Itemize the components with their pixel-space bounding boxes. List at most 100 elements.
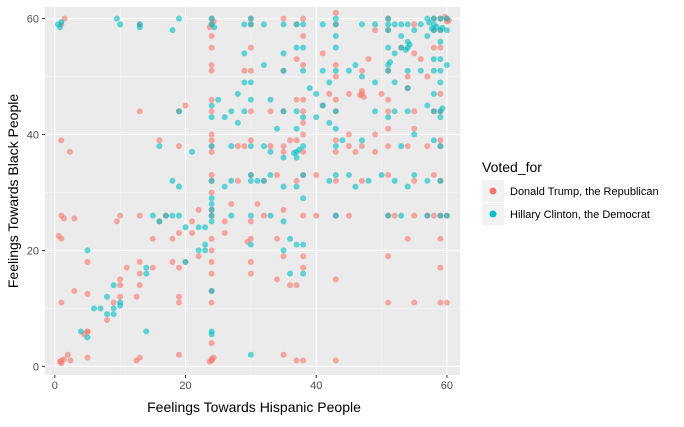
- scatter-point: [437, 143, 444, 150]
- scatter-point: [221, 218, 228, 225]
- scatter-point: [443, 299, 450, 306]
- scatter-point: [385, 253, 392, 260]
- scatter-point: [326, 119, 333, 126]
- scatter-point: [339, 137, 346, 144]
- scatter-point: [358, 73, 365, 80]
- scatter-point: [439, 24, 446, 31]
- scatter-point: [437, 299, 444, 306]
- scatter-point: [280, 50, 287, 57]
- scatter-point: [133, 293, 140, 300]
- scatter-point: [280, 148, 287, 155]
- scatter-point: [326, 79, 333, 86]
- scatter-point: [300, 32, 307, 39]
- scatter-point: [280, 21, 287, 28]
- scatter-point: [293, 177, 300, 184]
- scatter-point: [391, 79, 398, 86]
- scatter-point: [169, 27, 176, 34]
- scatter-point: [443, 61, 450, 68]
- scatter-point: [202, 241, 209, 248]
- scatter-point: [332, 21, 339, 28]
- scatter-point: [274, 172, 281, 179]
- scatter-point: [291, 150, 297, 157]
- scatter-point: [378, 172, 385, 179]
- scatter-point: [411, 131, 418, 138]
- scatter-point: [117, 212, 124, 219]
- scatter-point: [332, 9, 339, 16]
- scatter-point: [372, 108, 379, 115]
- scatter-point: [300, 195, 307, 202]
- scatter-point: [391, 21, 398, 28]
- scatter-point: [398, 21, 405, 28]
- scatter-point: [430, 212, 437, 219]
- scatter-point: [208, 114, 215, 121]
- scatter-point: [117, 293, 124, 300]
- scatter-point: [293, 183, 300, 190]
- scatter-point: [55, 232, 62, 239]
- scatter-point: [208, 299, 215, 306]
- scatter-point: [136, 270, 143, 277]
- scatter-point: [208, 212, 215, 219]
- scatter-point: [437, 38, 444, 45]
- scatter-point: [247, 79, 254, 86]
- legend-title: Voted_for: [482, 159, 542, 175]
- scatter-point: [117, 282, 124, 289]
- scatter-point: [385, 108, 392, 115]
- scatter-point: [84, 328, 91, 335]
- scatter-point: [306, 85, 313, 92]
- scatter-point: [345, 131, 352, 138]
- scatter-point: [260, 21, 267, 28]
- scatter-point: [97, 305, 104, 312]
- scatter-point: [247, 108, 254, 115]
- scatter-point: [424, 177, 431, 184]
- scatter-point: [241, 50, 248, 57]
- scatter-point: [332, 177, 339, 184]
- scatter-point: [352, 183, 359, 190]
- scatter-point: [195, 247, 202, 254]
- scatter-point: [234, 90, 241, 97]
- scatter-point: [234, 119, 241, 126]
- scatter-point: [437, 137, 444, 144]
- scatter-point: [287, 270, 294, 277]
- scatter-point: [313, 114, 320, 121]
- scatter-point: [221, 183, 228, 190]
- scatter-point: [208, 340, 215, 347]
- scatter-point: [260, 212, 267, 219]
- scatter-point: [387, 59, 394, 66]
- scatter-point: [300, 143, 307, 150]
- scatter-point: [300, 270, 307, 277]
- scatter-point: [156, 218, 163, 225]
- scatter-point: [293, 241, 300, 248]
- legend-dot-trump: [489, 187, 497, 195]
- scatter-point: [437, 67, 444, 74]
- scatter-point: [300, 96, 307, 103]
- scatter-point: [398, 32, 405, 39]
- scatter-point: [378, 90, 385, 97]
- scatter-point: [365, 56, 372, 63]
- series-1: [55, 15, 450, 358]
- scatter-point: [296, 146, 303, 153]
- scatter-point: [117, 276, 124, 283]
- scatter-point: [71, 215, 78, 222]
- scatter-point: [332, 44, 339, 51]
- scatter-point: [437, 177, 444, 184]
- scatter-point: [280, 15, 287, 22]
- scatter-point: [358, 177, 365, 184]
- scatter-point: [443, 27, 450, 34]
- scatter-point: [149, 235, 156, 242]
- scatter-point: [404, 21, 411, 28]
- scatter-point: [443, 212, 450, 219]
- scatter-point: [136, 24, 143, 31]
- scatter-point: [428, 25, 435, 32]
- scatter-point: [274, 235, 281, 242]
- y-tick-label: 20: [27, 245, 39, 257]
- scatter-point: [358, 143, 365, 150]
- scatter-point: [372, 131, 379, 138]
- data-points: [55, 9, 452, 367]
- scatter-point: [104, 316, 111, 323]
- scatter-point: [267, 172, 274, 179]
- scatter-point: [332, 15, 339, 22]
- scatter-point: [437, 44, 444, 51]
- scatter-point: [117, 299, 124, 306]
